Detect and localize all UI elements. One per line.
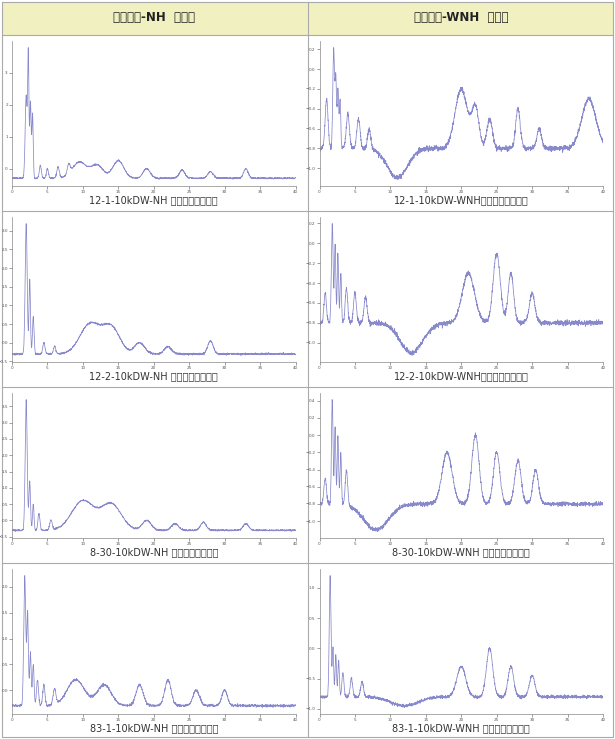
Bar xyxy=(2,2,613,35)
Text: 물분획물-NH  정제물: 물분획물-NH 정제물 xyxy=(113,11,195,24)
Text: 83-1-10kDW-NH 분석크로마토그램: 83-1-10kDW-NH 분석크로마토그램 xyxy=(90,723,218,733)
Text: 12-1-10kDW-WNH분석크로마토그램: 12-1-10kDW-WNH분석크로마토그램 xyxy=(394,195,529,205)
Text: 8-30-10kDW-NH 분석크로마토그램: 8-30-10kDW-NH 분석크로마토그램 xyxy=(90,547,218,557)
Text: 8-30-10kDW-WNH 분석크로마토그램: 8-30-10kDW-WNH 분석크로마토그램 xyxy=(392,547,530,557)
Text: 12-2-10kDW-WNH분석크로마토그램: 12-2-10kDW-WNH분석크로마토그램 xyxy=(394,371,529,381)
Text: 12-2-10kDW-NH 분석크로마토그램: 12-2-10kDW-NH 분석크로마토그램 xyxy=(89,371,218,381)
Text: 83-1-10kDW-WNH 분석크로마토그램: 83-1-10kDW-WNH 분석크로마토그램 xyxy=(392,723,530,733)
Text: 12-1-10kDW-NH 분석크로마토그램: 12-1-10kDW-NH 분석크로마토그램 xyxy=(89,195,218,205)
Text: 물분획물-WNH  정제물: 물분획물-WNH 정제물 xyxy=(414,11,509,24)
